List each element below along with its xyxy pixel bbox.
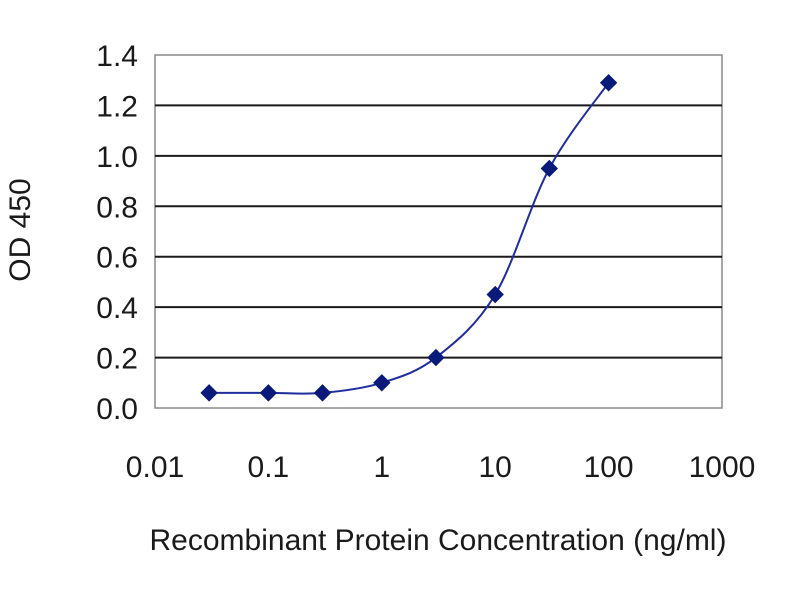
y-tick-label: 1.4 [96,40,138,73]
data-point-marker [427,348,445,367]
x-axis-title: Recombinant Protein Concentration (ng/ml… [150,524,727,557]
x-tick-label: 1 [373,451,390,484]
data-markers [200,74,618,402]
plot-area [154,54,723,409]
data-point-marker [259,384,278,402]
y-axis-title: OD 450 [4,178,37,281]
x-tick-label: 0.01 [126,451,184,484]
y-tick-label: 0.8 [96,191,138,224]
grid-lines [155,104,722,359]
y-tick-label: 0.0 [96,393,138,426]
y-tick-label: 0.2 [96,343,138,376]
x-tick-label: 10 [479,451,512,484]
data-point-marker [540,159,559,178]
x-tick-label: 1000 [689,451,756,484]
x-tick-labels: 0.01 0.1 1 10 100 1000 [126,451,756,484]
data-point-marker [200,384,218,402]
data-point-marker [599,74,618,92]
data-point-marker [313,384,332,402]
x-tick-label: 0.1 [248,451,290,484]
data-point-marker [373,374,391,392]
y-tick-labels: 0.0 0.2 0.4 0.6 0.8 1.0 1.2 1.4 [96,40,138,426]
y-tick-label: 1.0 [96,141,138,174]
y-tick-label: 0.4 [96,292,138,325]
data-point-marker [486,285,504,304]
x-tick-label: 100 [584,451,634,484]
y-tick-label: 0.6 [96,242,138,275]
y-tick-label: 1.2 [96,90,138,123]
